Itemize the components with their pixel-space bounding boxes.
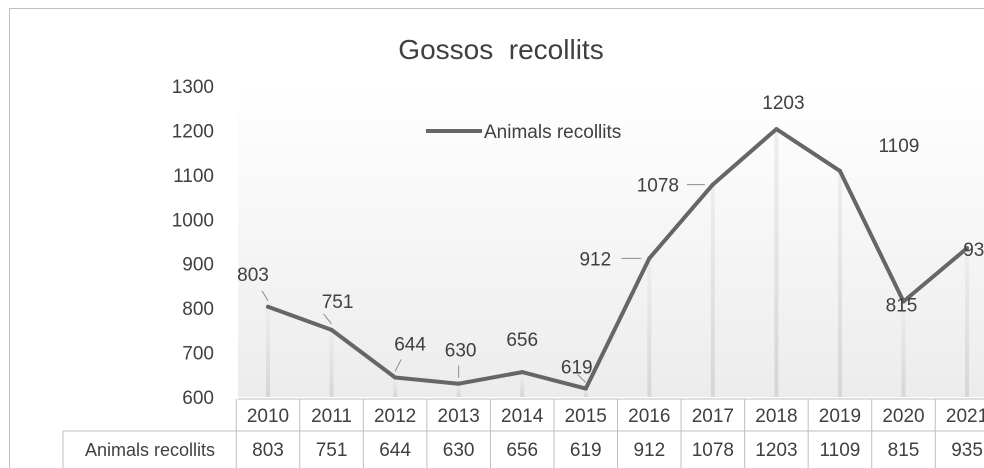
table-cell: 751	[316, 440, 348, 461]
x-tick-label: 2012	[374, 406, 416, 427]
x-tick-label: 2010	[247, 406, 289, 427]
data-labels: 803 751 644 630 656 619 912 1078 1203 1109 815 935	[237, 93, 984, 383]
x-tick-label: 2014	[501, 406, 544, 427]
data-point	[583, 386, 588, 391]
drop-line	[647, 258, 652, 397]
data-label: 803	[237, 265, 269, 286]
x-tick-label: 2019	[819, 406, 861, 427]
x-tick-label: 2018	[755, 406, 797, 427]
y-tick-label: 1000	[172, 210, 214, 231]
data-label-leader	[577, 374, 587, 383]
data-point	[329, 327, 334, 332]
data-point	[520, 370, 525, 375]
x-tick-label: 2013	[438, 406, 480, 427]
table-cell: 1078	[692, 440, 734, 461]
chart-border	[9, 8, 984, 468]
table-cell: 803	[252, 440, 284, 461]
table-cell: 1109	[820, 440, 861, 461]
table-row-header: Animals recollits	[85, 440, 215, 460]
drop-line	[965, 248, 970, 397]
x-tick-label: 2017	[692, 406, 734, 427]
y-tick-label: 1200	[172, 121, 214, 142]
y-axis: 600 700 800 900 1000 1100 1200 1300	[172, 77, 214, 409]
data-label: 1078	[637, 176, 679, 197]
y-tick-label: 900	[182, 255, 214, 276]
table-cell: 1203	[755, 440, 797, 461]
drop-line	[710, 184, 715, 397]
plot-area	[238, 86, 984, 397]
drop-line	[329, 329, 334, 397]
data-table: 2010 803 2011 751 2012 644 2013 630 2014 656 2015 6…	[62, 398, 984, 468]
data-point	[647, 256, 652, 261]
legend-label: Animals recollits	[484, 122, 621, 143]
drop-line	[456, 383, 461, 397]
legend: Animals recollits	[426, 122, 621, 143]
y-tick-label: 600	[182, 388, 214, 409]
data-label: 751	[322, 292, 354, 313]
data-point	[710, 182, 715, 187]
data-point	[774, 127, 779, 132]
drop-line	[901, 301, 906, 397]
data-label: 619	[561, 358, 593, 379]
x-tick-label: 2020	[882, 406, 924, 427]
data-label-leader	[323, 313, 332, 325]
drop-line	[583, 388, 588, 397]
data-point	[837, 168, 842, 173]
data-label: 815	[886, 295, 918, 316]
drop-line	[837, 170, 842, 397]
data-point	[901, 299, 906, 304]
data-point	[456, 381, 461, 386]
data-label: 656	[506, 330, 538, 351]
table-cell: 619	[570, 440, 602, 461]
drop-lines	[266, 129, 970, 398]
chart-title: Gossos recollits	[398, 34, 603, 65]
x-tick-label: 2016	[628, 406, 670, 427]
x-tick-label: 2011	[311, 406, 352, 427]
x-tick-label: 2015	[565, 406, 607, 427]
table-cell: 656	[506, 440, 538, 461]
data-label: 630	[445, 341, 477, 362]
table-cell: 644	[379, 440, 411, 461]
data-label: 912	[579, 249, 611, 270]
y-tick-label: 1100	[173, 166, 214, 187]
y-tick-label: 800	[182, 299, 214, 320]
data-point	[266, 304, 270, 309]
data-point	[393, 375, 398, 380]
drop-line	[266, 306, 270, 397]
data-label: 644	[394, 334, 426, 355]
table-cell: 630	[443, 440, 475, 461]
data-label: 1203	[762, 93, 804, 114]
table-cell: 912	[633, 440, 665, 461]
drop-line	[393, 377, 398, 397]
x-tick-label: 2021	[946, 406, 984, 427]
data-point	[965, 246, 970, 251]
drop-line	[774, 129, 779, 398]
data-label: 935	[963, 240, 984, 261]
drop-line	[520, 372, 525, 397]
table-cell: 815	[888, 440, 920, 461]
series-animals-recollits	[266, 127, 970, 391]
series-line	[266, 127, 969, 391]
y-tick-label: 1300	[172, 77, 214, 98]
data-label-leader	[394, 359, 402, 372]
data-label-leader	[261, 290, 269, 302]
y-tick-label: 700	[182, 344, 214, 365]
table-cell: 935	[951, 440, 983, 461]
data-label: 1109	[879, 136, 920, 157]
